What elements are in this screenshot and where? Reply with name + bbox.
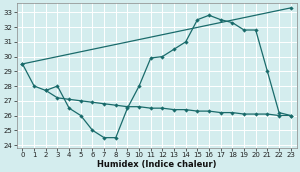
X-axis label: Humidex (Indice chaleur): Humidex (Indice chaleur) (97, 159, 216, 169)
